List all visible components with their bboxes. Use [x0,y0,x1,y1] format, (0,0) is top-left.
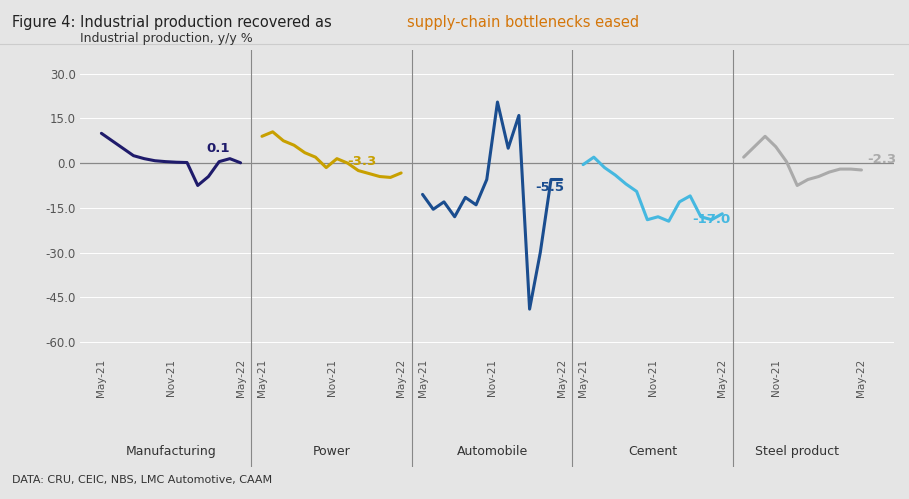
Text: 0.1: 0.1 [206,142,230,155]
Text: Cement: Cement [628,445,677,458]
Text: May-21: May-21 [96,359,106,397]
Text: May-22: May-22 [235,359,245,397]
Text: May-22: May-22 [396,359,406,397]
Text: May-22: May-22 [856,359,866,397]
Text: -3.3: -3.3 [347,155,377,168]
Text: Industrial production, y/y %: Industrial production, y/y % [80,32,253,45]
Text: Nov-21: Nov-21 [326,359,336,396]
Text: -17.0: -17.0 [693,213,731,226]
Text: May-21: May-21 [257,359,267,397]
Text: -2.3: -2.3 [867,153,896,166]
Text: Nov-21: Nov-21 [648,359,658,396]
Text: May-21: May-21 [417,359,427,397]
Text: Automobile: Automobile [456,445,528,458]
Text: Nov-21: Nov-21 [771,359,781,396]
Text: May-21: May-21 [578,359,588,397]
Text: Nov-21: Nov-21 [487,359,497,396]
Text: supply-chain bottlenecks eased: supply-chain bottlenecks eased [407,14,639,29]
Text: Figure 4: Industrial production recovered as: Figure 4: Industrial production recovere… [12,14,336,29]
Text: May-22: May-22 [717,359,727,397]
Text: May-22: May-22 [556,359,566,397]
Text: -5.5: -5.5 [534,182,564,195]
Text: Power: Power [313,445,351,458]
Text: Nov-21: Nov-21 [166,359,176,396]
Text: Manufacturing: Manufacturing [125,445,216,458]
Text: DATA: CRU, CEIC, NBS, LMC Automotive, CAAM: DATA: CRU, CEIC, NBS, LMC Automotive, CA… [12,475,272,485]
Text: Steel product: Steel product [755,445,839,458]
